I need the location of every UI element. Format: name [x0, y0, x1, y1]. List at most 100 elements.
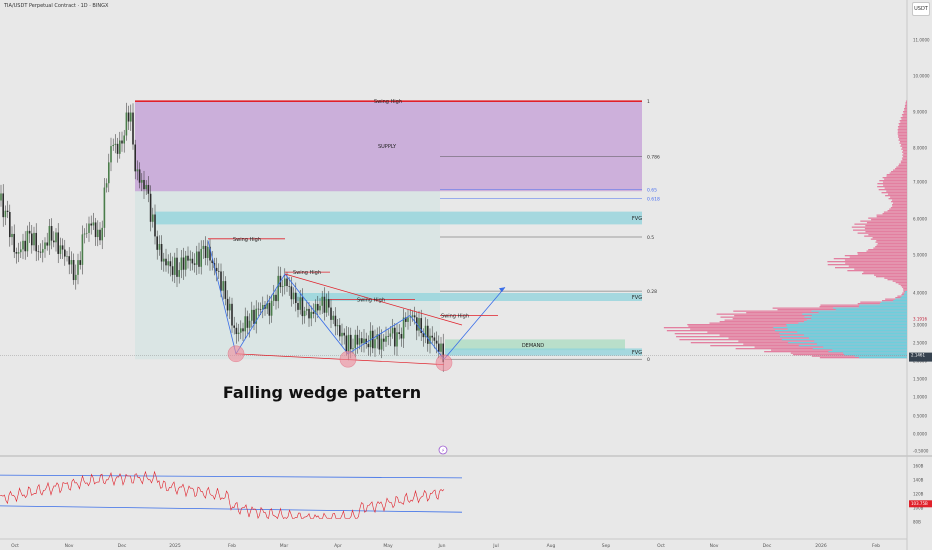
currency-button[interactable]: USDT	[912, 2, 930, 16]
time-tick: Oct	[657, 543, 665, 549]
candle-body	[123, 135, 125, 144]
candle-body	[53, 240, 55, 243]
candle-body	[174, 257, 176, 275]
profile-bar	[898, 138, 907, 140]
candle-body	[101, 227, 103, 241]
price-tick: -0.5000	[913, 449, 929, 454]
candle-body	[306, 308, 308, 311]
osc-tick: 160B	[913, 464, 924, 469]
candle-body	[132, 112, 134, 145]
profile-bar	[886, 190, 907, 192]
fib-label: 1	[647, 99, 650, 105]
profile-bar	[832, 349, 907, 351]
zone-label: DEMAND	[522, 343, 544, 349]
zones-layer	[135, 100, 642, 360]
profile-bar	[901, 157, 907, 159]
profile-bar	[812, 348, 907, 350]
profile-bar	[849, 256, 907, 258]
low-circle	[227, 345, 245, 363]
time-tick: Mar	[280, 543, 289, 549]
profile-bar	[848, 265, 907, 267]
candle-body	[99, 229, 101, 241]
profile-bar	[851, 226, 907, 228]
profile-bar	[835, 309, 907, 311]
candle-body	[220, 271, 222, 291]
price-tick: 8.0000	[913, 146, 927, 151]
candle-body	[149, 193, 152, 222]
profile-bar	[833, 258, 907, 260]
candle-body	[185, 255, 187, 270]
profile-bar	[900, 162, 907, 164]
candle-body	[378, 334, 381, 350]
candle-body	[229, 303, 231, 311]
profile-bar	[877, 243, 907, 245]
candle-body	[365, 338, 367, 344]
candle-body	[262, 305, 264, 310]
profile-bar	[866, 222, 907, 224]
candle-body	[257, 308, 260, 310]
price-tick: 10.0000	[913, 74, 930, 79]
candle-body	[310, 311, 312, 319]
candle-body	[400, 333, 403, 339]
profile-bar	[857, 252, 907, 254]
candle-body	[22, 240, 24, 250]
profile-bar	[901, 286, 907, 288]
candle-body	[108, 162, 110, 184]
profile-bar	[804, 316, 907, 318]
candle-body	[352, 348, 354, 350]
candle-body	[295, 292, 297, 304]
current-price-label: 2.1461	[911, 353, 925, 358]
profile-bar	[882, 181, 907, 183]
profile-bar	[884, 178, 907, 180]
profile-bar	[901, 295, 907, 297]
time-axis[interactable]: Oct Nov Dec 2025 Feb Mar Apr May Jun Jul Aug Sep Oct…	[11, 543, 880, 549]
profile-bar	[897, 129, 907, 131]
candle-body	[356, 334, 359, 345]
profile-bar	[891, 204, 907, 206]
price-axis[interactable]: 12.000011.000010.00009.00008.00007.00006…	[909, 6, 932, 454]
time-tick: Jun	[437, 543, 445, 549]
profile-bar	[803, 321, 907, 323]
time-tick: Nov	[65, 543, 74, 549]
candle-body	[110, 146, 112, 163]
fib-label: 0.786	[647, 155, 660, 161]
candle-body	[367, 343, 370, 348]
candle-body	[125, 112, 128, 136]
candle-body	[130, 112, 132, 122]
level-label: 3.1916	[913, 316, 927, 321]
price-tick: 5.0000	[913, 253, 927, 258]
candle-body	[61, 245, 64, 250]
profile-bar	[884, 187, 907, 189]
fib-label: 0.28	[647, 289, 657, 295]
profile-bar	[803, 334, 907, 336]
oscillator-axis: 160B 140B 120B 100B 80B 103.75B	[909, 464, 932, 525]
candle-body	[334, 315, 337, 327]
profile-bar	[901, 144, 907, 146]
profile-bar	[887, 210, 907, 212]
candle-body	[44, 242, 46, 250]
candle-body	[39, 251, 42, 253]
oscillator-line	[0, 470, 445, 520]
fib-label: 0.618	[647, 197, 660, 203]
profile-bar	[797, 331, 907, 333]
profile-bar	[865, 231, 907, 233]
replay-icon[interactable]: ⚡	[438, 445, 448, 455]
candle-body	[211, 260, 213, 264]
candle-body	[374, 339, 376, 349]
profile-bar	[874, 274, 907, 276]
profile-bar	[868, 217, 907, 219]
candle-body	[442, 343, 444, 363]
profile-bar	[811, 318, 907, 320]
candle-body	[86, 232, 88, 234]
candle-body	[75, 274, 77, 281]
profile-bar	[883, 184, 907, 186]
profile-bar	[887, 193, 907, 195]
time-tick: Dec	[763, 543, 772, 549]
profile-bar	[845, 262, 907, 264]
profile-bar	[902, 159, 907, 161]
profile-bar	[786, 325, 907, 327]
zone-fvg	[445, 348, 642, 356]
candle-body	[119, 140, 121, 154]
candle-body	[154, 214, 156, 237]
